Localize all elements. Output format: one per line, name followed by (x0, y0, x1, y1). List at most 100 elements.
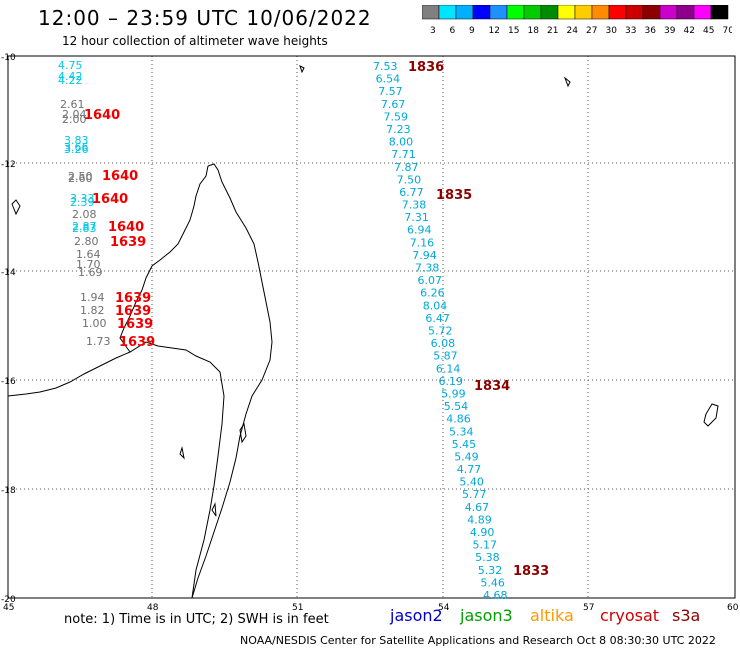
wave-height-value: 7.16 (410, 236, 435, 249)
time-label-1834: 1834 (474, 379, 510, 394)
wave-height-value: 5.77 (462, 488, 487, 501)
wave-height-value: 6.77 (399, 186, 424, 199)
colorbar-label: 3 (430, 26, 436, 36)
colorbar-label: 18 (528, 26, 540, 36)
lon-label: 51 (292, 603, 303, 613)
wave-height-value: 2.87 (72, 220, 97, 233)
colorbar-label: 15 (508, 26, 519, 36)
colorbar-swatch (710, 5, 729, 20)
wave-height-value: 7.67 (381, 98, 406, 111)
wave-height-value: 2.39 (70, 196, 95, 209)
wave-height-value: 1.70 (76, 258, 101, 271)
wave-height-value: 6.08 (431, 337, 456, 350)
legend-jason3: jason3 (460, 606, 513, 625)
time-label-1640b: 1640 (102, 169, 138, 184)
madagascar-coastline (7, 163, 273, 599)
credit-line: NOAA/NESDIS Center for Satellite Applica… (240, 634, 716, 647)
cyan-wave-track: 7.536.547.577.677.597.238.007.717.877.50… (373, 60, 508, 602)
wave-height-value: 4.67 (465, 501, 490, 514)
lat-label: -12 (1, 160, 16, 170)
wave-height-value: 8.04 (423, 299, 448, 312)
wave-height-value: 6.14 (436, 362, 461, 375)
colorbar-label: 21 (547, 26, 558, 36)
colorbar-label: 39 (664, 26, 676, 36)
wave-height-value: 5.87 (433, 350, 458, 363)
time-label-1836: 1836 (408, 60, 444, 75)
wave-height-value: 5.46 (480, 576, 505, 589)
wave-height-value: 4.75 (58, 59, 83, 72)
time-label-1639c: 1639 (115, 304, 151, 319)
wave-height-value: 5.72 (428, 325, 453, 338)
time-label-1835: 1835 (436, 188, 472, 203)
wave-height-value: 2.61 (60, 98, 85, 111)
colorbar-label: 24 (567, 26, 579, 36)
colorbar-label: 36 (645, 26, 657, 36)
wave-height-value: 6.47 (425, 312, 450, 325)
legend-cryosat: cryosat (600, 606, 660, 625)
colorbar-label: 30 (606, 26, 618, 36)
wave-height-value: 1.94 (80, 291, 105, 304)
wave-height-value: 3.33 (70, 192, 95, 205)
wave-height-value: 2.08 (72, 208, 97, 221)
colorbar-label: 45 (703, 26, 714, 36)
wave-height-value: 2.04 (62, 108, 87, 121)
map-frame (7, 55, 736, 599)
time-label-1640a: 1640 (84, 108, 120, 123)
wave-height-value: 1.73 (86, 335, 111, 348)
wave-height-value: 7.50 (397, 173, 422, 186)
lat-label: -10 (1, 53, 16, 63)
wave-height-value: 5.32 (478, 564, 503, 577)
wave-height-value: 3.26 (64, 143, 89, 156)
wave-height-value: 4.90 (470, 526, 495, 539)
map-title: 12:00 – 23:59 UTC 10/06/2022 (38, 6, 372, 30)
footer-note: note: 1) Time is in UTC; 2) SWH is in fe… (64, 612, 329, 627)
legend-s3a: s3a (672, 606, 701, 625)
time-label-1640c: 1640 (92, 192, 128, 207)
wave-height-value: 8.00 (389, 136, 414, 149)
wave-height-value: 2.83 (72, 222, 97, 235)
wave-height-value: 6.07 (418, 274, 443, 287)
time-label-1639d: 1639 (117, 317, 153, 332)
wave-height-value: 7.94 (412, 249, 437, 262)
colorbar-label: 9 (469, 26, 475, 36)
wave-height-value: 1.00 (82, 317, 107, 330)
lat-label: -18 (1, 486, 16, 496)
colorbar-label: 70 (ft) (723, 26, 733, 36)
time-label-1639e: 1639 (119, 335, 155, 350)
time-label-1639b: 1639 (115, 291, 151, 306)
wave-height-value: 1.82 (80, 304, 105, 317)
wave-height-value: 1.64 (76, 248, 101, 261)
wave-height-value: 7.87 (394, 161, 419, 174)
wave-height-value: 2.80 (74, 235, 99, 248)
colorbar-label: 33 (625, 26, 636, 36)
legend-jason2: jason2 (390, 606, 443, 625)
west-wave-labels: 4.754.424.22 3.833.663.26 3.332.39 2.872.83… (58, 59, 111, 348)
wave-height-value: 1.69 (78, 266, 103, 279)
time-label-1639a: 1639 (110, 235, 146, 250)
wave-height-value: 5.49 (454, 451, 479, 464)
colorbar-label: 27 (586, 26, 597, 36)
wave-height-value: 7.38 (402, 199, 427, 212)
wave-height-value: 5.54 (444, 400, 469, 413)
wave-height-value: 4.68 (483, 589, 508, 602)
wave-height-value: 4.22 (58, 74, 83, 87)
wave-height-value: 5.45 (452, 438, 477, 451)
wave-height-value: 7.53 (373, 60, 398, 73)
colorbar-label: 6 (450, 26, 456, 36)
wave-height-value: 5.38 (475, 551, 500, 564)
lon-label: 60 (727, 603, 739, 613)
wave-height-value: 6.26 (420, 287, 445, 300)
time-label-1833: 1833 (513, 564, 549, 579)
wave-height-value: 2.60 (68, 172, 93, 185)
islands (11, 65, 719, 517)
wave-height-value: 6.54 (376, 73, 401, 86)
lat-label: -14 (1, 268, 16, 278)
wave-height-value: 4.89 (467, 513, 492, 526)
wave-height-value: 7.31 (404, 211, 429, 224)
lat-label: -16 (1, 377, 16, 387)
map-subtitle: 12 hour collection of altimeter wave hei… (62, 34, 328, 48)
wave-height-value: 6.19 (439, 375, 464, 388)
lat-label: -20 (1, 595, 16, 605)
